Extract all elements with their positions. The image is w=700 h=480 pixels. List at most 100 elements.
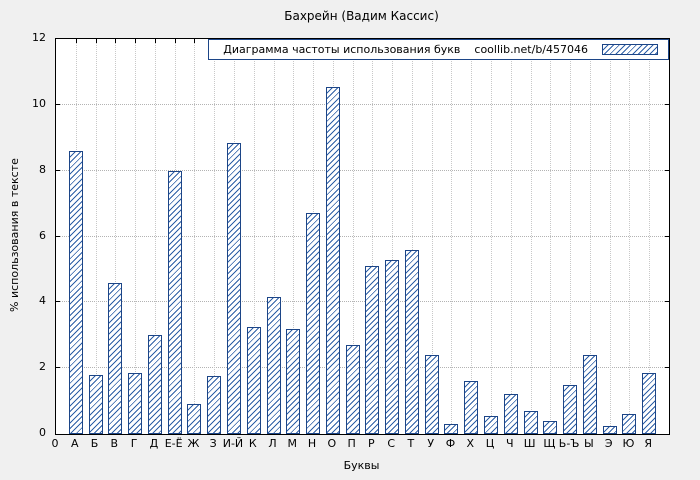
x-tick-label: Ч xyxy=(506,437,514,450)
bar-Ц xyxy=(484,416,499,434)
x-tick-mark xyxy=(174,39,176,43)
bar-Щ xyxy=(543,421,558,434)
bar-Я xyxy=(642,373,657,434)
x-tick-label: Х xyxy=(466,437,475,450)
x-tick-label: О xyxy=(327,437,337,450)
y-tick-mark xyxy=(56,301,60,303)
y-tick-label: 2 xyxy=(39,360,46,374)
y-tick-label: 6 xyxy=(39,228,46,242)
x-tick-label: В xyxy=(110,437,119,450)
bar-П xyxy=(345,345,360,434)
bar-У xyxy=(424,355,439,434)
gridline-x xyxy=(372,39,374,434)
legend-swatch-icon xyxy=(602,44,658,55)
bar-Ы xyxy=(582,355,597,434)
x-tick-label: Э xyxy=(604,437,613,450)
legend-source-url: coollib.net/b/457046 xyxy=(474,43,588,56)
x-tick-label: П xyxy=(347,437,356,450)
gridline-x xyxy=(491,39,493,434)
legend-text: Диаграмма частоты использования букв coo… xyxy=(223,43,588,56)
x-tick-label: Щ xyxy=(543,437,556,450)
gridline-x xyxy=(214,39,216,434)
x-tick-label: У xyxy=(427,437,435,450)
gridline-y-6 xyxy=(56,235,669,237)
x-tick-label: Н xyxy=(307,437,317,450)
gridline-x xyxy=(530,39,532,434)
x-tick-mark xyxy=(154,39,156,43)
bar-Д xyxy=(147,335,162,434)
gridline-y-2 xyxy=(56,367,669,369)
x-tick-label: Ы xyxy=(584,437,594,450)
y-tick-label: 8 xyxy=(39,162,46,176)
bar-В xyxy=(108,283,123,434)
legend-series-label: Диаграмма частоты использования букв xyxy=(223,43,461,56)
gridline-x xyxy=(649,39,651,434)
bar-А xyxy=(68,151,83,434)
y-tick-mark xyxy=(56,103,60,105)
chart-title: Бахрейн (Вадим Кассис) xyxy=(284,9,439,23)
y-tick-mark xyxy=(665,169,669,171)
x-tick-mark xyxy=(194,39,196,43)
y-tick-label: 10 xyxy=(32,96,46,110)
x-tick-label: Л xyxy=(268,437,277,450)
gridline-x xyxy=(352,39,354,434)
x-tick-label: С xyxy=(387,437,395,450)
x-tick-label: Я xyxy=(644,437,653,450)
y-tick-label: 4 xyxy=(39,294,46,308)
y-tick-mark xyxy=(665,235,669,237)
gridline-x xyxy=(471,39,473,434)
x-tick-label: 0 xyxy=(51,437,59,450)
bar-М xyxy=(286,329,301,434)
y-tick-label: 0 xyxy=(39,426,46,439)
x-axis-label: Буквы xyxy=(343,459,380,472)
gridline-y-8 xyxy=(56,169,669,171)
gridline-x xyxy=(293,39,295,434)
plot-area: Диаграмма частоты использования букв coo… xyxy=(55,38,670,435)
x-tick-label: А xyxy=(71,437,79,450)
gridline-x xyxy=(609,39,611,434)
bar-Н xyxy=(306,213,321,434)
bar-Э xyxy=(602,426,617,434)
x-tick-label: Ф xyxy=(445,437,456,450)
gridline-x xyxy=(589,39,591,434)
bar-Р xyxy=(365,266,380,434)
gridline-x xyxy=(392,39,394,434)
gridline-x xyxy=(411,39,413,434)
x-tick-label: Ж xyxy=(187,437,200,450)
gridline-x xyxy=(431,39,433,434)
x-tick-label: Г xyxy=(130,437,138,450)
bar-И-Й xyxy=(226,143,241,434)
y-tick-mark xyxy=(665,301,669,303)
gridline-x xyxy=(451,39,453,434)
bar-Ю xyxy=(622,414,637,434)
bar-К xyxy=(246,327,261,434)
x-tick-label: Ц xyxy=(485,437,495,450)
gridline-x xyxy=(154,39,156,434)
bar-Ф xyxy=(444,424,459,434)
bar-Ж xyxy=(187,404,202,434)
gridline-x xyxy=(510,39,512,434)
x-tick-label: Ш xyxy=(523,437,536,450)
bar-Ш xyxy=(523,411,538,434)
legend: Диаграмма частоты использования букв coo… xyxy=(208,39,669,60)
bar-С xyxy=(385,260,400,434)
gridline-x xyxy=(550,39,552,434)
gridline-x xyxy=(135,39,137,434)
y-tick-mark xyxy=(665,103,669,105)
y-tick-label: 12 xyxy=(32,31,46,44)
bar-Ч xyxy=(503,394,518,434)
x-tick-mark xyxy=(75,39,77,43)
bar-Е-Ё xyxy=(167,171,182,434)
x-tick-label: К xyxy=(248,437,257,450)
x-tick-label: Б xyxy=(90,437,99,450)
y-tick-mark xyxy=(56,367,60,369)
gridline-x xyxy=(570,39,572,434)
x-tick-label: Е-Ё xyxy=(164,437,183,450)
gridline-y-10 xyxy=(56,103,669,105)
bar-Ь-Ъ xyxy=(563,385,578,434)
x-tick-mark xyxy=(115,39,117,43)
gridline-x xyxy=(273,39,275,434)
gridline-x xyxy=(629,39,631,434)
x-tick-mark xyxy=(135,39,137,43)
x-tick-label: Р xyxy=(368,437,375,450)
